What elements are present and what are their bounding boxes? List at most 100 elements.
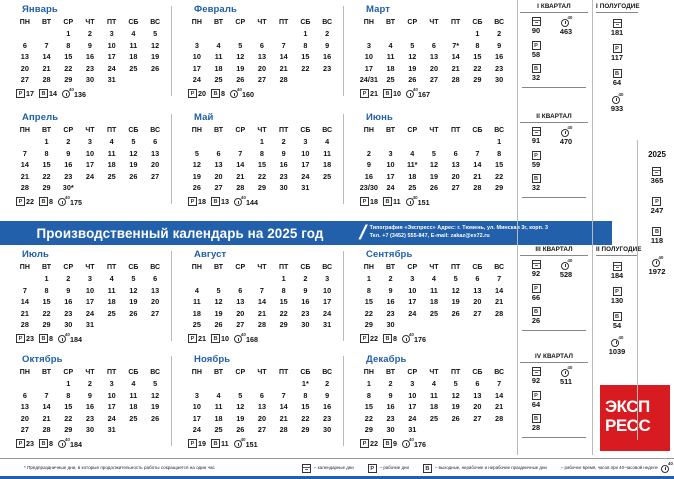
day-cell[interactable]: 14 — [42, 52, 51, 62]
day-cell[interactable]: 13 — [257, 52, 267, 62]
day-cell[interactable]: 29 — [64, 425, 73, 435]
day-cell[interactable]: 26 — [129, 171, 138, 181]
day-cell[interactable]: 20 — [236, 308, 245, 318]
day-cell[interactable]: 23 — [64, 308, 73, 318]
day-cell[interactable]: 23 — [85, 413, 95, 423]
day-cell[interactable]: 8 — [303, 40, 308, 50]
day-cell[interactable]: 8 — [44, 148, 49, 158]
day-cell[interactable]: 11 — [107, 148, 116, 158]
day-cell[interactable]: 31 — [107, 75, 116, 85]
day-cell[interactable]: 29 — [473, 75, 482, 85]
day-cell[interactable]: 24 — [323, 308, 332, 318]
day-cell[interactable]: 19 — [236, 413, 245, 423]
day-cell[interactable]: 14 — [42, 402, 51, 412]
day-cell[interactable]: 21 — [473, 171, 482, 181]
day-cell[interactable]: 4 — [216, 390, 221, 400]
day-cell[interactable]: 5 — [194, 148, 199, 158]
day-cell[interactable]: 31 — [85, 320, 95, 330]
day-cell[interactable]: 12 — [151, 40, 160, 50]
day-cell[interactable]: 10 — [85, 285, 95, 295]
day-cell[interactable]: 7 — [238, 148, 243, 158]
day-cell[interactable]: 1 — [259, 137, 264, 147]
day-cell[interactable]: 16 — [386, 297, 395, 307]
day-cell[interactable]: 3 — [194, 390, 199, 400]
day-cell[interactable]: 6 — [153, 137, 158, 147]
day-cell[interactable]: 4 — [216, 40, 221, 50]
day-cell[interactable]: 10 — [364, 52, 373, 62]
day-cell[interactable]: 24 — [192, 425, 201, 435]
day-cell[interactable]: 15 — [64, 402, 73, 412]
day-cell[interactable]: 24 — [107, 63, 116, 73]
day-cell[interactable]: 17 — [85, 297, 95, 307]
day-cell[interactable]: 12 — [192, 160, 201, 170]
day-cell[interactable]: 17 — [364, 63, 373, 73]
day-cell[interactable]: 18 — [408, 171, 417, 181]
day-cell[interactable]: 13 — [257, 402, 267, 412]
day-cell[interactable]: 9 — [66, 285, 71, 295]
day-cell[interactable]: 9 — [66, 148, 71, 158]
day-cell[interactable]: 30 — [386, 425, 395, 435]
day-cell[interactable]: 27 — [236, 320, 245, 330]
day-cell[interactable]: 9 — [388, 285, 393, 295]
day-cell[interactable]: 30 — [495, 75, 504, 85]
day-cell[interactable]: 17 — [192, 63, 201, 73]
day-cell[interactable]: 3 — [109, 29, 114, 39]
day-cell[interactable]: 18 — [214, 63, 223, 73]
day-cell[interactable]: 1 — [66, 29, 71, 39]
day-cell[interactable]: 21 — [495, 402, 504, 412]
day-cell[interactable]: 7 — [281, 40, 286, 50]
day-cell[interactable]: 16 — [386, 402, 395, 412]
day-cell[interactable]: 23 — [301, 308, 310, 318]
day-cell[interactable]: 28 — [20, 320, 29, 330]
day-cell[interactable]: 7 — [281, 390, 286, 400]
day-cell[interactable]: 2 — [303, 274, 308, 284]
day-cell[interactable]: 13 — [473, 285, 482, 295]
day-cell[interactable]: 16 — [64, 297, 73, 307]
day-cell[interactable]: 23 — [386, 308, 395, 318]
day-cell[interactable]: 2 — [366, 148, 371, 158]
day-cell[interactable]: 18 — [429, 402, 439, 412]
day-cell[interactable]: 14 — [495, 285, 504, 295]
day-cell[interactable]: 4 — [109, 137, 114, 147]
day-cell[interactable]: 20 — [257, 413, 267, 423]
day-cell[interactable]: 25 — [408, 183, 417, 193]
day-cell[interactable]: 13 — [151, 148, 160, 158]
day-cell[interactable]: 12 — [451, 285, 460, 295]
day-cell[interactable]: 26 — [192, 183, 201, 193]
day-cell[interactable]: 19 — [408, 63, 417, 73]
day-cell[interactable]: 21 — [257, 308, 267, 318]
day-cell[interactable]: 11 — [192, 297, 201, 307]
day-cell[interactable]: 28 — [42, 425, 51, 435]
day-cell[interactable]: 15 — [301, 402, 310, 412]
day-cell[interactable]: 10 — [85, 148, 95, 158]
day-cell[interactable]: 7 — [497, 274, 502, 284]
day-cell[interactable]: 27 — [151, 308, 160, 318]
day-cell[interactable]: 21 — [279, 63, 288, 73]
day-cell[interactable]: 11 — [129, 40, 138, 50]
day-cell[interactable]: 30 — [279, 183, 288, 193]
day-cell[interactable]: 20 — [20, 413, 29, 423]
day-cell[interactable]: 6 — [475, 274, 480, 284]
day-cell[interactable]: 30 — [85, 75, 95, 85]
day-cell[interactable]: 6 — [216, 148, 221, 158]
day-cell[interactable]: 2 — [325, 379, 330, 389]
day-cell[interactable]: 4 — [410, 148, 415, 158]
day-cell[interactable]: 13 — [20, 402, 29, 412]
day-cell[interactable]: 29 — [42, 183, 51, 193]
day-cell[interactable]: 26 — [214, 320, 223, 330]
day-cell[interactable]: 23/30 — [359, 183, 378, 193]
day-cell[interactable]: 5 — [453, 274, 458, 284]
day-cell[interactable]: 22 — [279, 308, 288, 318]
day-cell[interactable]: 2 — [325, 29, 330, 39]
day-cell[interactable]: 17 — [408, 402, 417, 412]
day-cell[interactable]: 3 — [366, 40, 371, 50]
day-cell[interactable]: 10 — [107, 40, 116, 50]
day-cell[interactable]: 5 — [431, 148, 436, 158]
day-cell[interactable]: 5 — [238, 390, 243, 400]
day-cell[interactable]: 8 — [475, 40, 480, 50]
day-cell[interactable]: 27 — [451, 183, 460, 193]
day-cell[interactable]: 30* — [62, 183, 74, 193]
day-cell[interactable]: 5 — [131, 274, 136, 284]
day-cell[interactable]: 4 — [325, 137, 330, 147]
day-cell[interactable]: 16 — [85, 52, 95, 62]
